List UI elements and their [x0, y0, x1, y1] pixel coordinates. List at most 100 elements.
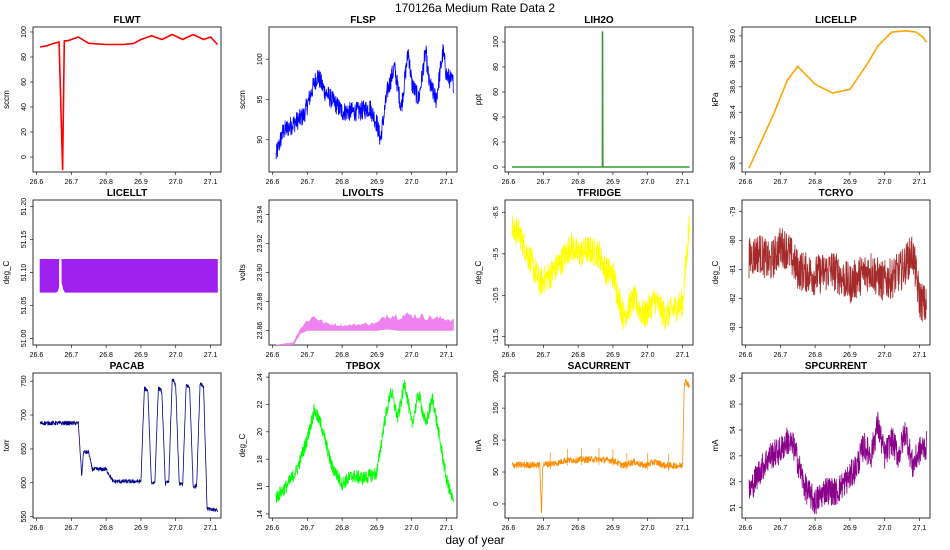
y-tick-label: 18: [257, 455, 264, 463]
x-tick-label: 26.6: [30, 525, 44, 532]
x-tick-label: 27.0: [405, 352, 419, 359]
x-tick-label: 26.7: [64, 179, 78, 186]
y-tick-label: 39.0: [730, 29, 737, 43]
series-line-tpbox: [275, 379, 454, 504]
y-tick-label: -79: [730, 206, 737, 216]
x-tick-label: 26.6: [266, 352, 280, 359]
x-tick-label: 26.8: [99, 525, 113, 532]
y-label-flwt: sccm: [2, 90, 11, 109]
y-tick-label: 51.00: [21, 330, 28, 348]
y-tick-label: 600: [21, 477, 28, 489]
figure-title: 170126a Medium Rate Data 2: [395, 1, 555, 15]
plot-frame-tpbox: [268, 372, 458, 519]
plot-frame-licellp: [741, 26, 931, 173]
plot-frame-tcryo: [741, 199, 931, 346]
panel-title-flsp: FLSP: [350, 15, 376, 26]
y-tick-label: 51.15: [21, 231, 28, 249]
y-tick-label: -82: [730, 293, 737, 303]
y-label-tpbox: deg_C: [238, 433, 247, 457]
x-tick-label: 26.8: [808, 352, 822, 359]
y-tick-label: 20: [21, 128, 28, 136]
y-tick-label: 54: [730, 426, 737, 434]
y-tick-label: -11.5: [493, 329, 500, 345]
x-tick-label: 27.0: [405, 525, 419, 532]
x-tick-label: 26.7: [300, 525, 314, 532]
plot-frame-flsp: [268, 26, 458, 173]
x-tick-label: 27.0: [169, 352, 183, 359]
series-gap: [59, 256, 62, 296]
y-tick-label: 38.4: [730, 105, 737, 119]
x-tick-label: 26.9: [134, 352, 148, 359]
x-tick-label: 27.1: [913, 352, 927, 359]
x-tick-label: 26.8: [335, 525, 349, 532]
y-label-tcryo: deg_C: [711, 260, 720, 284]
y-tick-label: -9.5: [493, 248, 500, 260]
panel-pacab: PACAB torr 550 600 650 700 750 26.6 26.7 26.8 26.9…: [2, 361, 222, 532]
x-tick-label: 26.8: [571, 179, 585, 186]
x-tick-label: 27.0: [641, 525, 655, 532]
panel-title-tcryo: TCRYO: [819, 188, 854, 199]
panel-licellt: LICELLT deg_C 51.00 51.05 51.10 51.15 51.20 26.…: [2, 188, 222, 359]
y-tick-label: 53: [730, 452, 737, 460]
panel-tcryo: TCRYO deg_C -83 -82 -81 -80 -79 26.6 26.7 26.8 26.…: [711, 188, 931, 359]
y-tick-label: 38.0: [730, 156, 737, 170]
x-tick-label: 26.6: [739, 525, 753, 532]
x-tick-label: 26.7: [773, 179, 787, 186]
y-tick-label: 51.05: [21, 297, 28, 315]
y-tick-label: 100: [493, 434, 500, 446]
y-tick-label: 40: [21, 103, 28, 111]
y-tick-label: 60: [493, 88, 500, 96]
plot-frame-pacab: [32, 372, 222, 519]
x-tick-label: 27.0: [169, 179, 183, 186]
x-tick-label: 27.0: [878, 352, 892, 359]
panel-flwt: FLWT sccm 0 20 40 60 80 100 26.6 26.7 26.8 26.9 27.0…: [2, 15, 222, 186]
y-tick-label: -80: [730, 235, 737, 245]
y-tick-label: 24: [257, 373, 264, 381]
x-tick-label: 26.7: [64, 525, 78, 532]
y-tick-label: 80: [21, 53, 28, 61]
panel-spcurrent: SPCURRENT mA 51 52 53 54 55 56 26.6 26.7 26.8 26.9 2…: [711, 361, 931, 532]
x-tick-label: 27.1: [440, 352, 454, 359]
panel-title-livolts: LIVOLTS: [342, 188, 384, 199]
y-tick-label: 100: [21, 26, 28, 38]
x-tick-label: 26.9: [370, 352, 384, 359]
panel-title-sacurrent: SACURRENT: [568, 361, 631, 372]
x-tick-label: 26.6: [739, 352, 753, 359]
x-tick-label: 26.6: [502, 525, 516, 532]
y-tick-label: 23.88: [257, 293, 264, 311]
y-tick-label: 750: [21, 375, 28, 387]
plot-frame-tfridge: [504, 199, 694, 346]
series-line-pacab: [39, 378, 218, 513]
panels-grid: FLWT sccm 0 20 40 60 80 100 26.6 26.7 26.8 26.9 27.0…: [2, 15, 931, 532]
x-tick-label: 26.8: [335, 179, 349, 186]
x-tick-label: 27.1: [204, 352, 218, 359]
panel-title-tpbox: TPBOX: [346, 361, 381, 372]
panel-title-licellp: LICELLP: [815, 15, 857, 26]
series-band-livolts: [275, 312, 454, 345]
y-tick-label: 100: [493, 36, 500, 48]
x-tick-label: 27.0: [878, 179, 892, 186]
plot-frame-sacurrent: [504, 372, 694, 519]
y-label-spcurrent: mA: [711, 439, 720, 452]
y-tick-label: 95: [257, 96, 264, 104]
series-line-flsp: [275, 44, 454, 160]
y-label-livolts: volts: [238, 264, 247, 280]
x-tick-label: 27.1: [204, 179, 218, 186]
x-tick-label: 26.8: [571, 352, 585, 359]
y-tick-label: 23.86: [257, 322, 264, 340]
y-tick-label: 23.92: [257, 235, 264, 253]
panel-lih2o: LIH2O ppt 0 20 40 60 80 100 26.6 26.7 26.8 26.9 27.0…: [474, 15, 694, 186]
y-tick-label: 550: [21, 511, 28, 523]
panel-sacurrent: SACURRENT mA 0 50 100 150 200 26.6 26.7 26.8 26.9 2…: [474, 361, 694, 532]
series-line-licellp: [748, 29, 928, 169]
x-tick-label: 26.9: [843, 352, 857, 359]
x-tick-label: 27.1: [440, 525, 454, 532]
panel-licellp: LICELLP kPa 38.0 38.2 38.4 38.6 38.8 39.0 26.6 26…: [711, 15, 931, 186]
y-tick-label: 0: [21, 155, 28, 159]
y-tick-label: 40: [493, 113, 500, 121]
y-tick-label: -83: [730, 322, 737, 332]
x-tick-label: 26.9: [606, 352, 620, 359]
x-tick-label: 26.9: [843, 525, 857, 532]
series-band-licellt: [39, 258, 218, 293]
panel-title-flwt: FLWT: [113, 15, 140, 26]
